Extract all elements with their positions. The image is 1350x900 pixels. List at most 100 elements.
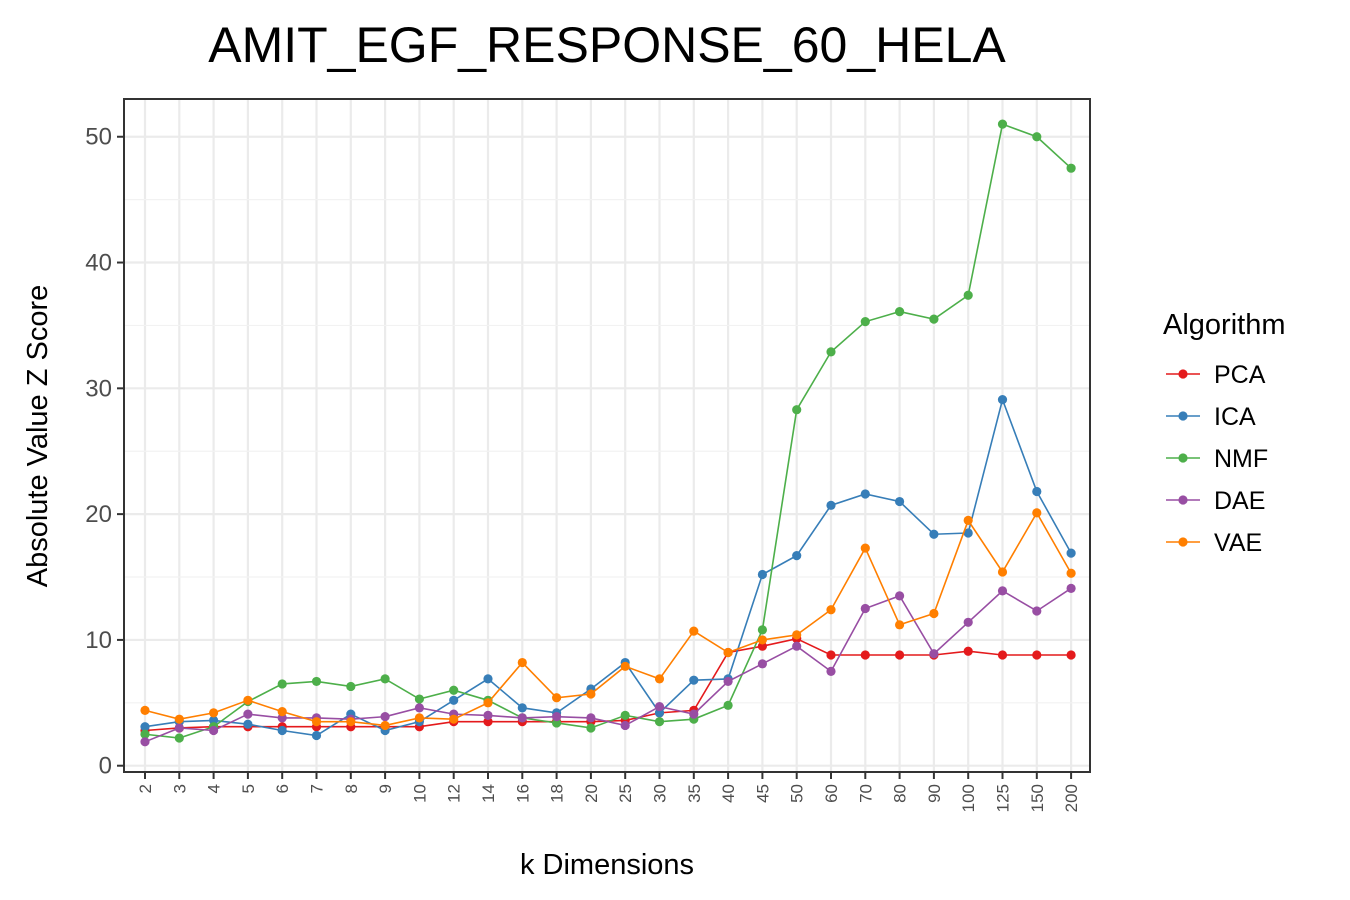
data-point	[654, 708, 665, 718]
data-point	[963, 515, 973, 526]
data-point	[586, 723, 596, 733]
x-tick-label: 40	[719, 784, 738, 803]
data-point	[1032, 606, 1042, 616]
data-point	[380, 674, 390, 684]
data-point	[826, 650, 836, 660]
x-tick-label: 60	[822, 784, 841, 803]
data-point	[860, 603, 870, 614]
data-point	[346, 681, 356, 692]
data-point	[414, 713, 424, 723]
x-tick-label: 25	[616, 784, 635, 803]
data-point	[380, 712, 390, 722]
data-point	[552, 693, 562, 703]
data-point	[380, 720, 390, 731]
data-point	[1032, 486, 1042, 497]
y-tick-label: 50	[85, 124, 112, 151]
x-tick-label: 3	[170, 784, 189, 793]
data-point	[757, 569, 768, 580]
data-point	[311, 730, 322, 741]
data-point	[277, 713, 287, 723]
data-point	[895, 306, 905, 317]
legend-title: Algorithm	[1163, 309, 1286, 341]
data-point	[723, 647, 733, 658]
legend-key-point	[1178, 369, 1188, 379]
y-tick-label: 40	[85, 250, 112, 277]
data-point	[792, 630, 802, 640]
data-point	[929, 314, 939, 324]
x-tick-label: 70	[856, 784, 875, 803]
legend-item-vae: VAE	[1166, 529, 1262, 557]
data-point	[243, 719, 253, 729]
data-point	[311, 676, 322, 687]
data-point	[449, 685, 459, 695]
data-point	[620, 720, 630, 731]
y-tick-label: 20	[85, 501, 112, 528]
data-point	[620, 661, 630, 671]
data-point	[1066, 650, 1076, 660]
legend-item-dae: DAE	[1166, 487, 1265, 515]
data-point	[586, 689, 596, 699]
data-point	[792, 551, 802, 561]
data-point	[620, 710, 630, 720]
legend: Algorithm PCA ICA NMF DAE VAE	[1163, 309, 1286, 557]
data-point	[346, 717, 356, 727]
data-point	[1032, 132, 1042, 142]
data-point	[689, 675, 699, 685]
series-vae	[140, 508, 1076, 731]
data-point	[997, 395, 1008, 405]
x-axis: 2 3 4 5 6 7 8 9 10 12 14 16 18 20 25 30 35 40 45 50 60 70 80 90…	[136, 772, 1081, 812]
data-point	[140, 737, 150, 747]
data-point	[209, 725, 219, 736]
legend-item-nmf: NMF	[1166, 445, 1268, 473]
legend-item-ica: ICA	[1166, 403, 1256, 431]
legend-label: VAE	[1214, 529, 1262, 557]
data-point	[311, 717, 322, 727]
x-tick-label: 200	[1062, 784, 1081, 812]
y-axis-title: Absolute Value Z Score	[22, 285, 54, 588]
series-line	[144, 511, 1072, 727]
data-point	[209, 708, 219, 718]
data-point	[1066, 568, 1076, 578]
legend-label: DAE	[1214, 487, 1265, 515]
x-tick-label: 8	[342, 784, 361, 793]
data-point	[1032, 508, 1042, 518]
x-tick-label: 5	[239, 784, 258, 793]
data-point	[929, 649, 939, 659]
y-axis: 0 10 20 30 40 50	[85, 124, 124, 780]
data-point	[243, 695, 253, 705]
x-tick-label: 6	[273, 784, 292, 793]
x-tick-label: 10	[410, 784, 429, 803]
data-point	[963, 528, 973, 538]
x-tick-label: 80	[891, 784, 910, 803]
data-point	[826, 500, 836, 510]
data-point	[243, 709, 253, 719]
series-line	[144, 587, 1072, 743]
data-point	[1066, 163, 1076, 173]
grid-lines	[124, 99, 1090, 772]
data-point	[517, 657, 527, 668]
x-tick-label: 100	[959, 784, 978, 812]
data-point	[552, 712, 562, 722]
data-point	[997, 650, 1008, 660]
legend-key-point	[1178, 495, 1188, 505]
data-point	[757, 641, 768, 651]
data-point	[483, 710, 493, 720]
data-point	[174, 733, 184, 743]
x-tick-label: 12	[445, 784, 464, 803]
data-point	[449, 714, 459, 724]
x-tick-label: 150	[1028, 784, 1047, 812]
data-point	[723, 700, 733, 710]
series-lines	[140, 119, 1076, 747]
legend-label: ICA	[1214, 403, 1256, 431]
data-point	[895, 620, 905, 630]
x-tick-label: 125	[994, 784, 1013, 812]
data-point	[449, 695, 459, 705]
data-point	[895, 650, 905, 660]
x-tick-label: 16	[513, 784, 532, 803]
data-point	[997, 119, 1008, 129]
data-point	[689, 709, 699, 719]
series-line	[144, 396, 1072, 737]
panel-background	[124, 99, 1090, 772]
panel-border	[123, 98, 1091, 773]
data-point	[517, 713, 527, 723]
